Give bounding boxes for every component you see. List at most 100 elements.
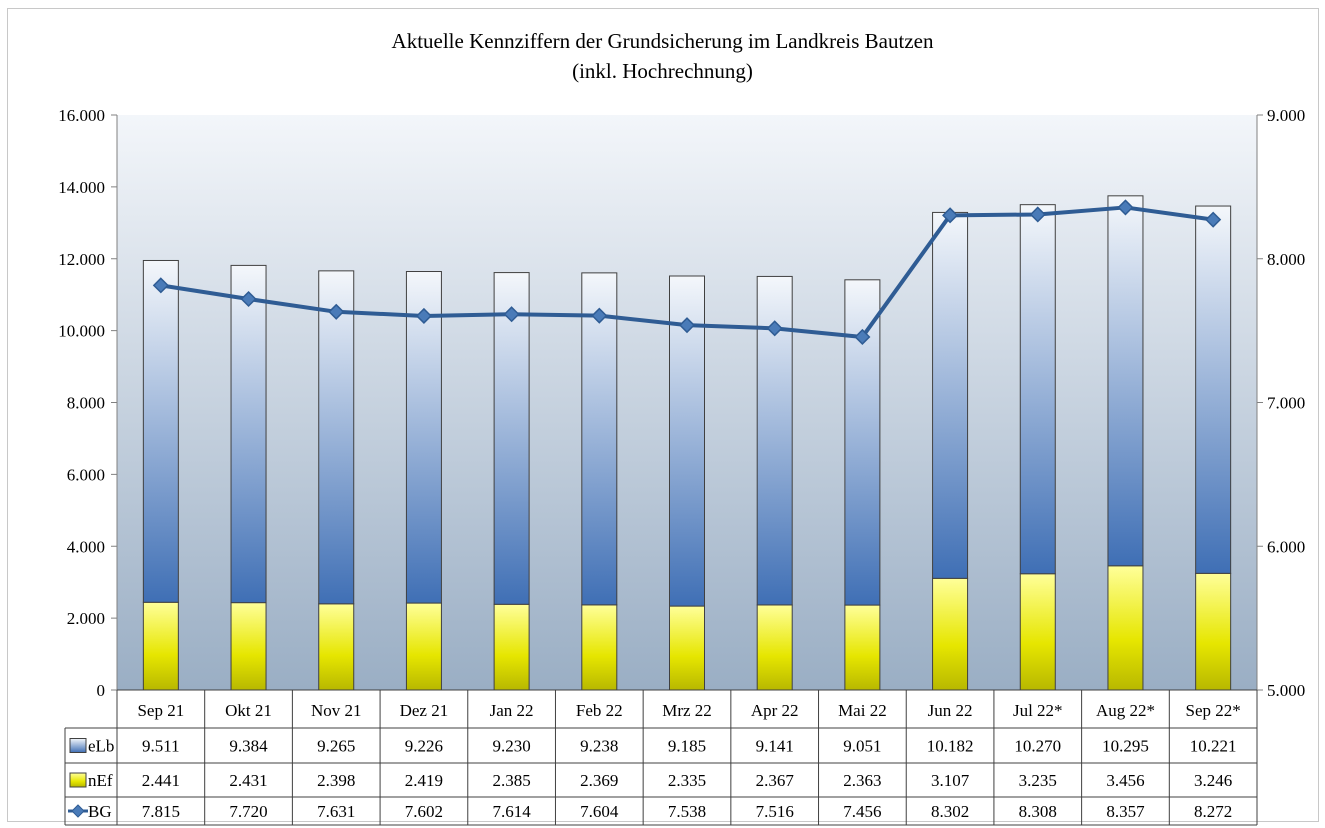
legend-key-nef (69, 772, 87, 788)
data-label: 9.051 (843, 737, 881, 756)
point-bg (854, 328, 871, 346)
bar-elb (1107, 195, 1144, 567)
x-tick-label: Sep 22* (1186, 701, 1241, 720)
x-tick-label: Jul 22* (1013, 701, 1063, 720)
data-label: 9.511 (142, 737, 180, 756)
x-tick-label: Mai 22 (838, 701, 887, 720)
data-label: 8.272 (1194, 802, 1232, 821)
data-label: 2.431 (229, 771, 267, 790)
bar-nef (142, 601, 179, 691)
data-label: 9.185 (668, 737, 706, 756)
x-tick-label: Jun 22 (928, 701, 973, 720)
x-tick-label: Mrz 22 (662, 701, 712, 720)
data-label: 7.516 (756, 802, 794, 821)
data-label: 7.604 (580, 802, 619, 821)
data-label: 3.235 (1019, 771, 1057, 790)
bar-nef (493, 603, 530, 691)
left-axis-tick-label: 4.000 (67, 537, 105, 556)
chart-subtitle: (inkl. Hochrechnung) (572, 59, 753, 83)
data-label: 9.384 (229, 737, 268, 756)
x-tick-label: Dez 21 (400, 701, 449, 720)
data-label: 9.141 (756, 737, 794, 756)
x-tick-label: Feb 22 (576, 701, 623, 720)
x-tick-label: Aug 22* (1096, 701, 1155, 720)
left-axis-tick-label: 10.000 (58, 322, 105, 341)
left-axis-tick-label: 14.000 (58, 178, 105, 197)
bar-nef (756, 604, 793, 691)
point-bg (328, 303, 345, 320)
x-tick-label: Apr 22 (751, 701, 799, 720)
data-label: 7.538 (668, 802, 706, 821)
right-axis-tick-label: 6.000 (1267, 537, 1305, 556)
data-label: 2.363 (843, 771, 881, 790)
data-label: 10.221 (1190, 737, 1237, 756)
bar-elb (142, 259, 179, 603)
bar-elb (1195, 205, 1232, 574)
right-axis-tick-label: 9.000 (1267, 106, 1305, 125)
point-bg (503, 306, 520, 323)
bar-nef (1195, 572, 1232, 691)
bar-nef (230, 602, 267, 691)
x-tick-label: Sep 21 (137, 701, 184, 720)
right-axis-tick-label: 7.000 (1267, 394, 1305, 413)
bar-nef (1019, 573, 1056, 691)
data-label: 2.369 (580, 771, 618, 790)
legend-label-bg: BG (88, 802, 112, 821)
legend-key-marker (71, 804, 85, 818)
data-label: 7.631 (317, 802, 355, 821)
point-bg (766, 320, 783, 337)
data-label: 9.226 (405, 737, 443, 756)
bar-elb (932, 211, 969, 579)
data-label: 8.308 (1019, 802, 1057, 821)
bar-nef (581, 604, 618, 691)
left-axis-tick-label: 2.000 (67, 609, 105, 628)
data-label: 2.398 (317, 771, 355, 790)
data-label: 9.230 (492, 737, 530, 756)
x-tick-label: Okt 21 (225, 701, 272, 720)
data-label: 7.614 (492, 802, 531, 821)
left-axis-tick-label: 12.000 (58, 250, 105, 269)
chart-title: Aktuelle Kennziffern der Grundsicherung … (391, 29, 934, 53)
left-axis-tick-label: 6.000 (67, 465, 105, 484)
legend-label-nef: nEf (88, 771, 113, 790)
point-bg (942, 207, 959, 224)
left-axis-tick-label: 8.000 (67, 394, 105, 413)
bar-elb (318, 270, 355, 605)
bar-nef (405, 602, 442, 691)
point-bg (678, 317, 696, 334)
data-label: 2.441 (142, 771, 180, 790)
data-label: 7.720 (229, 802, 267, 821)
bar-nef (1107, 565, 1144, 691)
data-label: 2.367 (756, 771, 795, 790)
x-tick-label: Nov 21 (311, 701, 362, 720)
point-bg (152, 277, 169, 294)
point-bg (1029, 206, 1046, 223)
data-label: 8.302 (931, 802, 969, 821)
x-tick-label: Jan 22 (490, 701, 534, 720)
data-label: 3.107 (931, 771, 970, 790)
data-label: 10.295 (1102, 737, 1149, 756)
bar-nef (844, 604, 881, 691)
data-label: 9.238 (580, 737, 618, 756)
data-label: 7.456 (843, 802, 881, 821)
data-label: 3.456 (1106, 771, 1144, 790)
point-bg (591, 307, 608, 324)
right-axis-tick-label: 5.000 (1267, 681, 1305, 700)
bar-elb (230, 264, 267, 604)
data-label: 3.246 (1194, 771, 1232, 790)
bar-nef (932, 577, 969, 691)
legend-key-elb (69, 738, 87, 753)
data-label: 8.357 (1106, 802, 1145, 821)
bar-elb (1019, 204, 1056, 575)
data-label: 10.270 (1014, 737, 1061, 756)
data-label: 7.602 (405, 802, 443, 821)
data-label: 2.385 (492, 771, 530, 790)
data-label: 2.335 (668, 771, 706, 790)
left-axis-tick-label: 16.000 (58, 106, 105, 125)
left-axis-tick-label: 0 (97, 681, 106, 700)
bar-elb (405, 271, 442, 604)
legend-label-elb: eLb (88, 737, 114, 756)
bar-elb (581, 272, 618, 606)
point-bg (240, 290, 257, 308)
